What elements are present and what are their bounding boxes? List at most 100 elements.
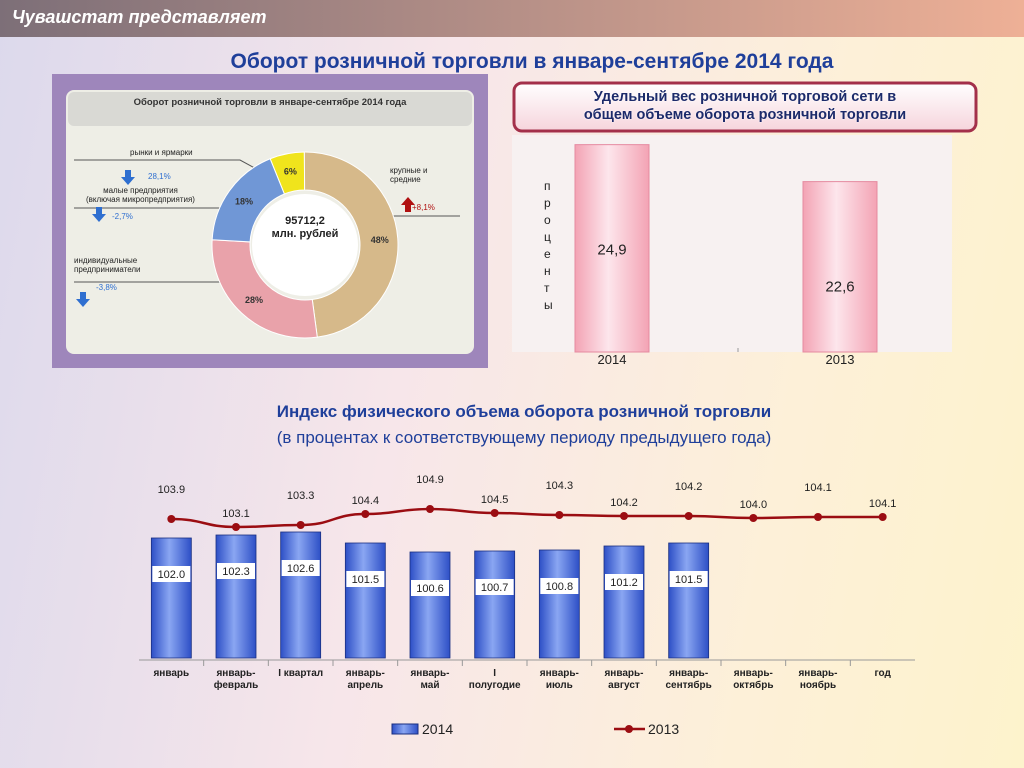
line-value-label: 104.5 <box>481 494 509 506</box>
line-point <box>684 512 693 520</box>
line-point <box>749 514 758 522</box>
line-value-label: 103.3 <box>287 490 315 502</box>
x-tick-label: I квартал <box>278 668 324 679</box>
slice-change: +8,1% <box>412 203 435 212</box>
header-text: Чувашстат представляет <box>12 7 267 27</box>
slice-label: 48% <box>371 235 389 245</box>
value-label-box <box>217 563 255 579</box>
slice-category: индивидуальные предприниматели <box>74 256 141 275</box>
value-label-box <box>411 580 449 596</box>
arrow-down <box>92 207 106 222</box>
bar-value-label: 102.0 <box>158 569 186 581</box>
arrow-down <box>121 170 135 185</box>
line-value-label: 103.9 <box>158 484 186 496</box>
value-label-box <box>152 566 191 582</box>
bar <box>668 542 710 659</box>
bar <box>215 534 257 659</box>
value-label-box <box>281 560 320 576</box>
line-value-label: 104.4 <box>352 495 380 507</box>
slice-label: 6% <box>284 166 297 176</box>
line-point <box>878 513 887 521</box>
bar <box>344 542 386 659</box>
line-value-label: 104.3 <box>546 480 574 492</box>
bar-value-label: 100.6 <box>416 583 444 595</box>
x-tick-label: январь <box>153 668 190 679</box>
slice-label: 28% <box>245 295 263 305</box>
line-value-label: 104.9 <box>416 474 444 486</box>
bar <box>280 531 322 659</box>
slide-title: Оборот розничной торговли в январе-сентя… <box>230 50 834 73</box>
line-value-label: 104.0 <box>740 499 768 511</box>
line-point <box>426 505 434 513</box>
line-point <box>555 511 564 519</box>
x-tick-label: январь- апрель <box>345 668 385 691</box>
slice-category: рынки и ярмарки <box>130 148 193 157</box>
arrow-down <box>76 292 90 307</box>
chart-title: Индекс физического объема оборота рознич… <box>276 402 772 421</box>
slice-change: 28,1% <box>148 172 171 181</box>
line-point <box>814 513 822 521</box>
x-tick-label: январь- август <box>604 668 644 691</box>
bar-value-label: 24,9 <box>597 242 626 259</box>
x-tick-label: I полугодие <box>468 668 521 691</box>
legend-marker <box>625 725 633 733</box>
slice-change: -2,7% <box>112 212 133 221</box>
value-label-box <box>605 574 643 590</box>
legend-label: 2013 <box>648 721 679 737</box>
line-point <box>232 523 240 531</box>
bar-value-label: 101.5 <box>675 574 703 586</box>
line-point <box>167 515 176 523</box>
bar <box>474 550 516 659</box>
value-label-box <box>669 571 708 587</box>
bar <box>538 549 580 659</box>
bar-title-box <box>512 81 978 133</box>
bar-value-label: 22,6 <box>825 279 854 296</box>
bar-value-label: 102.3 <box>222 566 250 578</box>
pie-slice <box>211 158 286 243</box>
header-bar <box>0 0 1024 37</box>
line-point <box>361 510 370 518</box>
bar <box>603 545 645 659</box>
x-tick-label: год <box>874 668 891 679</box>
legend-label: 2014 <box>422 721 453 737</box>
value-label-box <box>540 578 579 594</box>
x-tick-label: январь- май <box>410 668 450 691</box>
bar <box>574 144 650 353</box>
donut-hole <box>252 194 358 296</box>
center-label: 95712,2 млн. рублей <box>271 215 339 240</box>
slice-category: крупные и средние <box>390 166 428 185</box>
line <box>171 507 883 529</box>
x-tick-label: январь- сентябрь <box>665 668 712 691</box>
bar-value-label: 100.7 <box>481 582 509 594</box>
bar <box>150 537 192 659</box>
value-label-box <box>346 571 385 587</box>
chart-subtitle: (в процентах к соответствующему периоду … <box>276 428 772 447</box>
arrow-up <box>401 197 415 212</box>
chart-title: Удельный вес розничной торговой сети в о… <box>583 89 907 124</box>
y-axis-label: проценты <box>544 179 553 312</box>
bar-value-label: 101.5 <box>352 574 380 586</box>
bar <box>409 551 451 659</box>
legend-swatch <box>391 723 419 735</box>
line-value-label: 103.1 <box>222 508 250 520</box>
chart-title: Оборот розничной торговли в январе-сентя… <box>133 97 407 108</box>
line-value-label: 104.1 <box>869 498 897 510</box>
x-tick-label: 2014 <box>598 352 627 367</box>
line-point <box>490 509 499 517</box>
bar-value-label: 100.8 <box>546 581 574 593</box>
pie-slice <box>211 239 318 339</box>
x-tick-label: январь- октябрь <box>733 668 774 691</box>
line-value-label: 104.1 <box>804 482 832 494</box>
line-point <box>620 512 628 520</box>
bar-value-label: 102.6 <box>287 563 315 575</box>
x-tick-label: январь- февраль <box>213 668 259 691</box>
pie-slice <box>303 151 399 338</box>
bar <box>802 181 878 353</box>
slice-label: 18% <box>235 196 253 206</box>
x-tick-label: 2013 <box>826 352 855 367</box>
value-label-box <box>475 579 514 595</box>
line-value-label: 104.2 <box>675 481 703 493</box>
x-tick-label: январь- июль <box>539 668 579 691</box>
